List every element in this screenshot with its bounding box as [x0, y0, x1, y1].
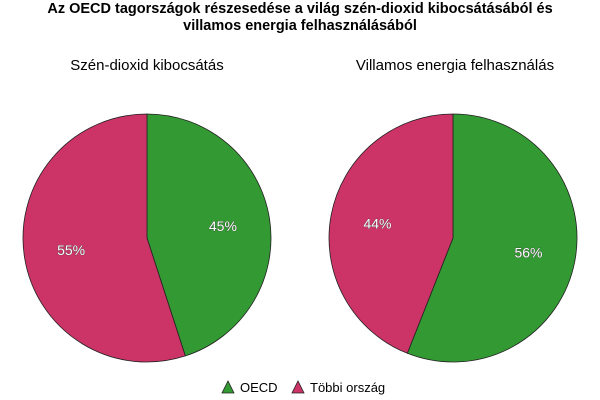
pie-slice-other: [328, 113, 454, 354]
legend-swatch-oecd: [221, 380, 235, 394]
chart-title-line-1: Az OECD tagországok részesedése a világ …: [47, 1, 553, 17]
pie-slice-label: 44%: [363, 216, 391, 232]
pie-slice-oecd: [146, 113, 272, 357]
pie-slice-other: [22, 113, 186, 363]
chart-title: Az OECD tagországok részesedése a világ …: [0, 1, 600, 35]
pie-subtitle: Villamos energia felhasználás: [356, 57, 554, 74]
pie-slice-label: 45%: [209, 218, 237, 234]
pie-slice-label: 56%: [514, 244, 542, 260]
pie-slice-label: 55%: [57, 242, 85, 258]
legend-label-other: Többi ország: [310, 380, 385, 395]
pie-slice-oecd: [406, 113, 578, 363]
pie-chart-2: Villamos energia felhasználás 56% 44%: [328, 57, 578, 363]
pie-chart-1: Szén-dioxid kibocsátás 45% 55%: [22, 57, 272, 363]
legend: OECD Többi ország: [221, 380, 385, 395]
chart-title-line-2: villamos energia felhasználásából: [183, 18, 417, 34]
pie-subtitle: Szén-dioxid kibocsátás: [70, 57, 223, 74]
legend-label-oecd: OECD: [240, 380, 278, 395]
legend-swatch-other: [291, 380, 305, 394]
